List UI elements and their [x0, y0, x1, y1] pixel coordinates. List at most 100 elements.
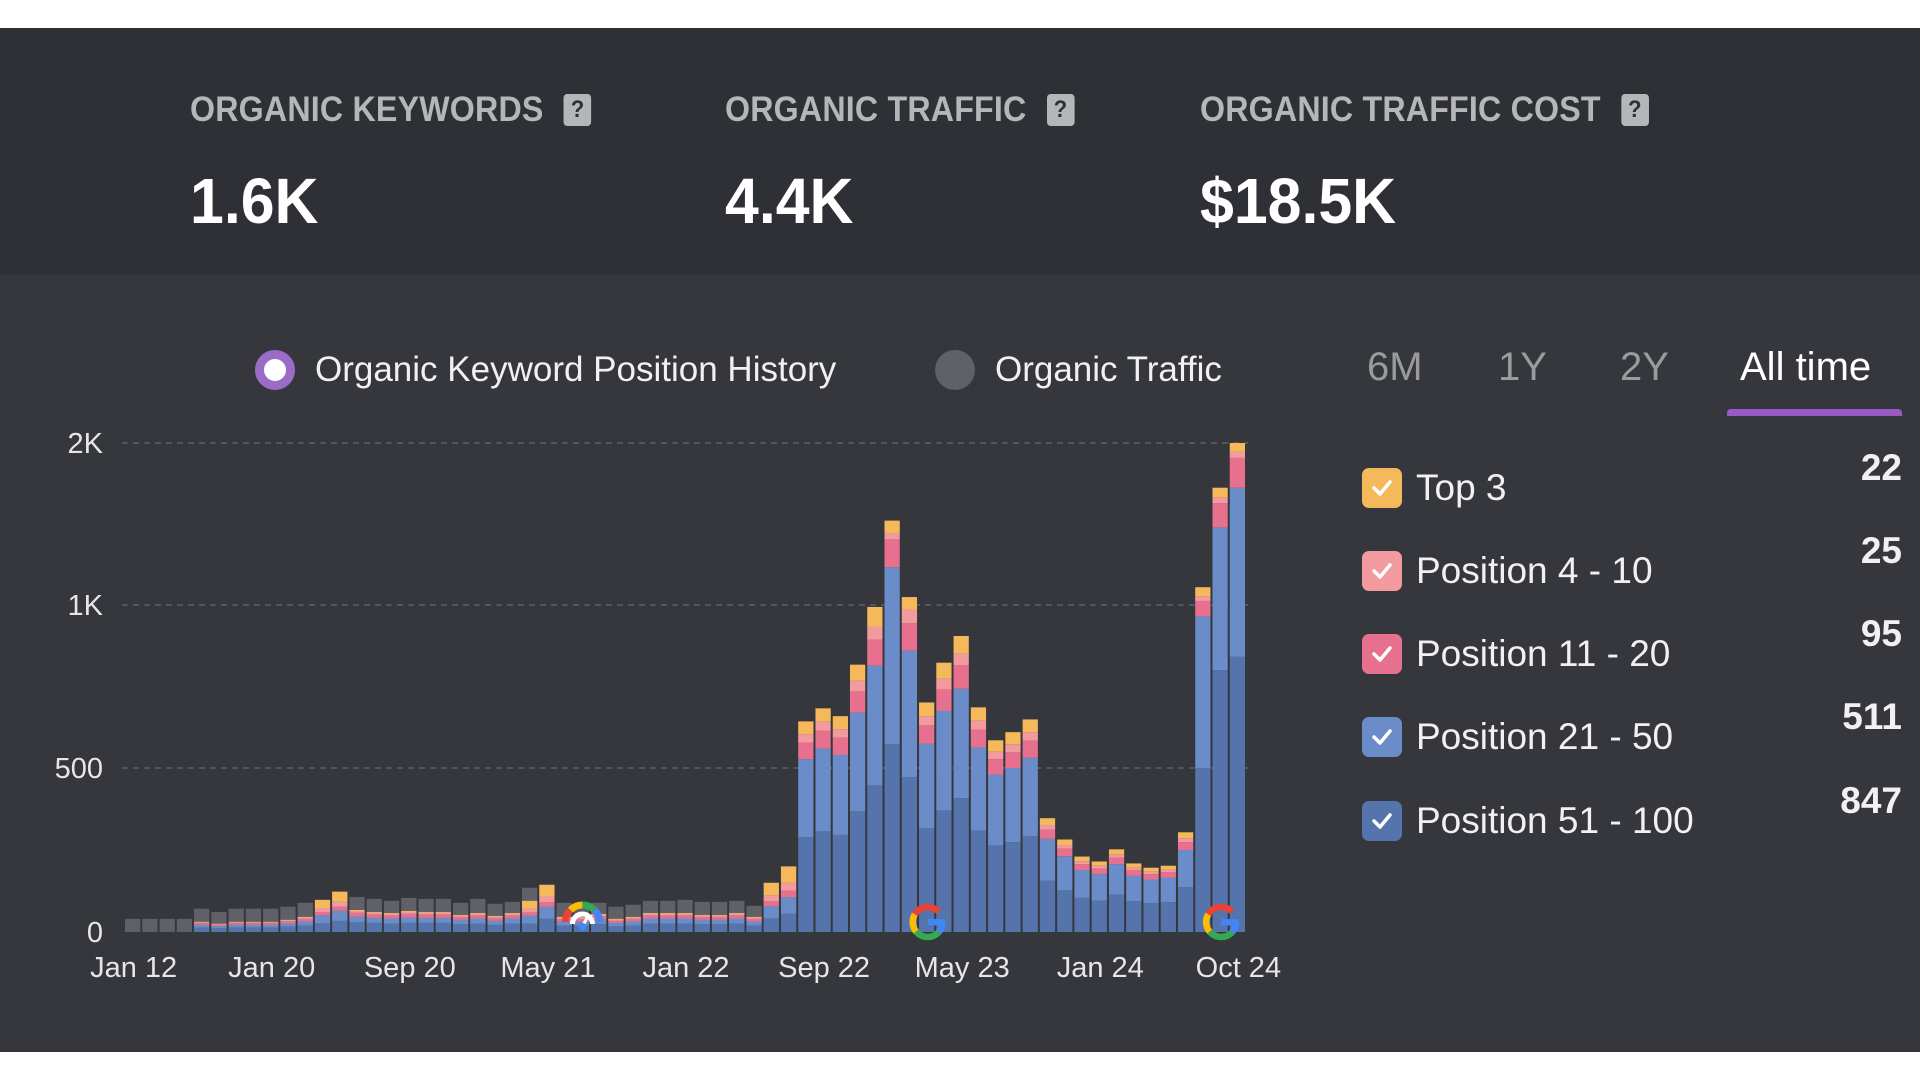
bar-segment [970, 729, 987, 748]
x-tick-label: Jan 20 [228, 952, 315, 984]
bar-segment [780, 913, 797, 932]
bar-segment [919, 743, 935, 829]
bar-segment [470, 918, 486, 924]
position-count: 847 [1840, 780, 1902, 821]
bar-segment [487, 917, 503, 921]
checkbox-checked-icon[interactable] [1362, 551, 1402, 591]
x-tick-label: Jan 22 [642, 952, 729, 984]
position-row-51-100[interactable]: Position 51 - 100 847 [1362, 780, 1902, 846]
position-count: 511 [1842, 696, 1902, 737]
bar-segment [297, 925, 313, 932]
position-count: 95 [1860, 613, 1902, 654]
bar-segment [677, 918, 693, 924]
help-icon[interactable]: ? [563, 94, 592, 126]
tab-1y[interactable]: 1Y [1498, 345, 1547, 389]
bar-segment [1195, 587, 1211, 597]
bar-segment [1005, 732, 1021, 745]
bar-segment [711, 924, 728, 932]
legend-item-keyword-position-history[interactable]: Organic Keyword Position History [255, 345, 836, 395]
bar-segment [901, 650, 918, 778]
bar-segment [832, 716, 848, 730]
y-tick-label: 500 [55, 753, 103, 785]
metric-label: ORGANIC TRAFFIC COST [1200, 90, 1601, 129]
position-row-4-10[interactable]: Position 4 - 10 25 [1362, 530, 1902, 596]
bar-segment [1212, 670, 1228, 932]
position-label: Position 51 - 100 [1416, 800, 1694, 841]
bar-segment [1022, 757, 1038, 837]
bar-segment [780, 866, 797, 883]
bar-segment [1195, 596, 1211, 601]
google-bar [1221, 919, 1239, 926]
bar-segment [1195, 768, 1211, 932]
position-row-top-3[interactable]: Top 3 22 [1362, 447, 1902, 513]
bar-segment [366, 911, 382, 913]
bar-segment [832, 737, 848, 755]
radio-unselected-icon[interactable] [935, 350, 975, 390]
bar-segment [228, 922, 244, 923]
position-label: Top 3 [1416, 467, 1507, 508]
bar-segment [1143, 879, 1159, 904]
bar-segment [1177, 850, 1194, 888]
bar-segment [435, 922, 451, 932]
bar-segment [418, 922, 434, 932]
bar-segment [798, 742, 814, 760]
bar-segment [418, 917, 434, 923]
bar-segment [884, 539, 900, 568]
bar-segment [1212, 527, 1228, 671]
bar-segment [1091, 868, 1107, 875]
bar-segment [642, 912, 659, 914]
bar-segment [418, 912, 434, 915]
bar-segment [1143, 874, 1159, 880]
bar-segment [815, 831, 831, 932]
bar-segment [280, 926, 296, 932]
metric-label: ORGANIC TRAFFIC [725, 90, 1027, 129]
bar-segment [832, 834, 848, 932]
help-icon[interactable]: ? [1046, 94, 1075, 126]
bar-segment [245, 922, 262, 923]
bar-segment [452, 914, 469, 916]
tab-6m[interactable]: 6M [1367, 345, 1423, 389]
bar-segment [401, 922, 417, 932]
bar-segment [1057, 856, 1073, 891]
bar-segment [660, 918, 676, 924]
checkbox-checked-icon[interactable] [1362, 717, 1402, 757]
bar-segment [780, 890, 797, 898]
bar-segment [677, 912, 693, 914]
bar-segment [435, 912, 451, 915]
bar-segment [1143, 867, 1159, 872]
position-row-11-20[interactable]: Position 11 - 20 95 [1362, 613, 1902, 679]
bar-segment [280, 921, 296, 924]
bar-segment [729, 915, 745, 919]
checkbox-checked-icon[interactable] [1362, 634, 1402, 674]
bar-segment [522, 923, 538, 932]
legend-item-organic-traffic[interactable]: Organic Traffic [935, 345, 1222, 395]
bar-segment [245, 927, 262, 932]
bar-segment [798, 759, 814, 838]
bar-segment [746, 925, 762, 932]
bar-segment [729, 923, 745, 932]
bar-segment [1108, 864, 1125, 895]
bar-segment [452, 916, 469, 920]
bar-segment [211, 923, 227, 925]
tab-all-time[interactable]: All time [1740, 345, 1872, 389]
help-icon[interactable]: ? [1621, 94, 1649, 126]
bar-segment [194, 924, 210, 928]
checkbox-checked-icon[interactable] [1362, 468, 1402, 508]
position-row-21-50[interactable]: Position 21 - 50 511 [1362, 696, 1902, 762]
bar-segment [194, 921, 210, 923]
bar-segment [1005, 842, 1021, 932]
tab-2y[interactable]: 2Y [1620, 345, 1669, 389]
bar-segment [194, 927, 210, 932]
bar-segment [573, 916, 590, 918]
checkbox-checked-icon[interactable] [1362, 801, 1402, 841]
bar-segment [1022, 719, 1038, 733]
bar-segment [608, 922, 624, 927]
bar-segment [884, 520, 900, 534]
bar-segment [228, 927, 244, 932]
bar-segment [936, 678, 952, 690]
bar-segment [280, 923, 296, 927]
bar-segment [988, 845, 1004, 932]
bar-segment [884, 744, 900, 932]
radio-selected-icon[interactable] [255, 350, 295, 390]
bar-segment [919, 828, 935, 932]
